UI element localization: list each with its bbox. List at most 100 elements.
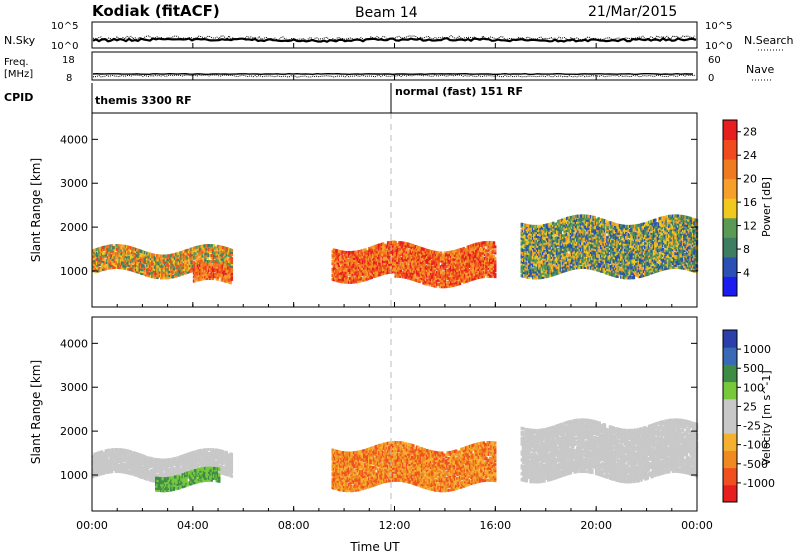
power-echo-cell <box>175 272 178 276</box>
power-echo-cell <box>114 255 118 260</box>
power-echo-cell <box>170 273 173 277</box>
freq-label: Freq. <box>4 57 29 68</box>
nsky-tick-bottom: 10^0 <box>51 41 78 52</box>
power-echo-cell <box>166 268 169 272</box>
power-echo-cell <box>165 268 168 272</box>
power-echo-cell <box>216 244 220 249</box>
power-echo-cell <box>129 264 133 268</box>
power-echo-cell <box>131 250 134 254</box>
power-echo-cell <box>224 252 227 256</box>
power-plot-area <box>92 113 697 307</box>
power-echo-cell <box>155 263 158 268</box>
power-echo-cell <box>94 248 97 252</box>
power-echo-cell <box>218 256 221 261</box>
power-echo-cell <box>180 266 183 271</box>
power-echo-cell <box>118 265 121 270</box>
power-echo-cell <box>119 246 123 250</box>
power-echo-cell <box>109 244 113 248</box>
power-echo-cell <box>204 250 207 254</box>
power-echo-cell <box>194 273 197 277</box>
power-echo-cell <box>134 257 138 262</box>
power-echo-cell <box>171 261 174 265</box>
power-echo-cell <box>143 260 147 265</box>
power-echo-cell <box>141 271 144 276</box>
power-echo-cell <box>118 254 121 258</box>
power-echo-cell <box>191 264 194 269</box>
power-echo-cell <box>148 256 152 260</box>
power-echo-cell <box>219 251 222 255</box>
power-echo-cell <box>149 256 153 261</box>
power-echo-cell <box>137 252 140 257</box>
power-echo-cell <box>223 246 226 250</box>
power-echo-cell <box>120 266 124 270</box>
power-echo-cell <box>168 271 172 275</box>
power-echo-cell <box>155 271 158 275</box>
power-echo-cell <box>131 254 134 258</box>
power-echo-cell <box>494 249 497 253</box>
power-echo-cell <box>102 263 105 267</box>
power-echo-cell <box>187 266 191 270</box>
power-echo-cell <box>102 247 105 252</box>
power-echo-cell <box>163 256 167 260</box>
power-echo-cell <box>118 259 121 264</box>
power-echo-cell <box>146 265 149 269</box>
power-echo-cell <box>100 254 104 258</box>
power-echo-cell <box>220 261 223 265</box>
power-echo-cell <box>210 255 213 260</box>
power-echo-cell <box>92 259 95 263</box>
power-echo-cell <box>182 252 186 256</box>
power-echo-cell <box>170 253 173 257</box>
power-echo-cell <box>204 256 207 260</box>
power-echo-cell <box>225 253 229 257</box>
power-echo-cell <box>108 266 111 270</box>
power-echo-cell <box>213 252 216 256</box>
power-echo-cell <box>224 250 227 254</box>
power-echo-cell <box>119 260 123 264</box>
power-echo-cell <box>117 261 120 266</box>
power-echo-cell <box>156 268 159 272</box>
power-echo-cell <box>230 262 234 266</box>
freq-tick-bottom: 8 <box>66 73 72 84</box>
power-echo-cell <box>181 258 184 262</box>
power-echo-cell <box>192 246 196 250</box>
power-echo-cell <box>182 254 186 258</box>
power-echo-cell <box>98 256 101 261</box>
power-echo-cell <box>192 279 196 283</box>
power-echo-cell <box>99 256 102 260</box>
power-echo-cell <box>129 246 133 250</box>
power-echo-cell <box>182 250 186 254</box>
power-echo-cell <box>190 257 193 261</box>
power-echo-cell <box>223 262 226 266</box>
power-echo-cell <box>124 264 128 269</box>
power-echo-cell <box>176 271 179 276</box>
power-echo-cell <box>167 271 171 276</box>
power-echo-cell <box>213 260 216 264</box>
power-echo-cell <box>129 268 133 272</box>
power-echo-cell <box>197 264 201 268</box>
power-echo-cell <box>152 261 155 265</box>
power-echo-cell <box>199 269 202 274</box>
power-echo-cell <box>126 267 129 271</box>
power-echo-cell <box>93 266 96 270</box>
power-echo-cell <box>132 264 135 269</box>
power-echo-cell <box>119 244 123 248</box>
power-echo-cell <box>171 259 174 263</box>
power-echo-cell <box>221 259 225 264</box>
power-echo-cell <box>175 270 178 274</box>
power-echo-cell <box>102 245 105 250</box>
nsky-label: N.Sky <box>4 34 36 47</box>
power-echo-cell <box>141 252 144 256</box>
power-echo-cell <box>124 254 128 259</box>
power-echo-cell <box>194 256 197 260</box>
power-echo-cell <box>194 262 197 266</box>
power-echo-cell <box>143 258 147 263</box>
power-echo-cell <box>178 251 182 255</box>
power-echo-cell <box>128 251 131 256</box>
power-echo-cell <box>124 258 128 263</box>
power-echo-cell <box>228 261 231 266</box>
power-echo-cell <box>168 269 172 273</box>
power-echo-cell <box>127 255 130 259</box>
power-echo-cell <box>194 275 197 279</box>
power-echo-cell <box>143 253 147 257</box>
power-echo-cell <box>100 248 104 252</box>
